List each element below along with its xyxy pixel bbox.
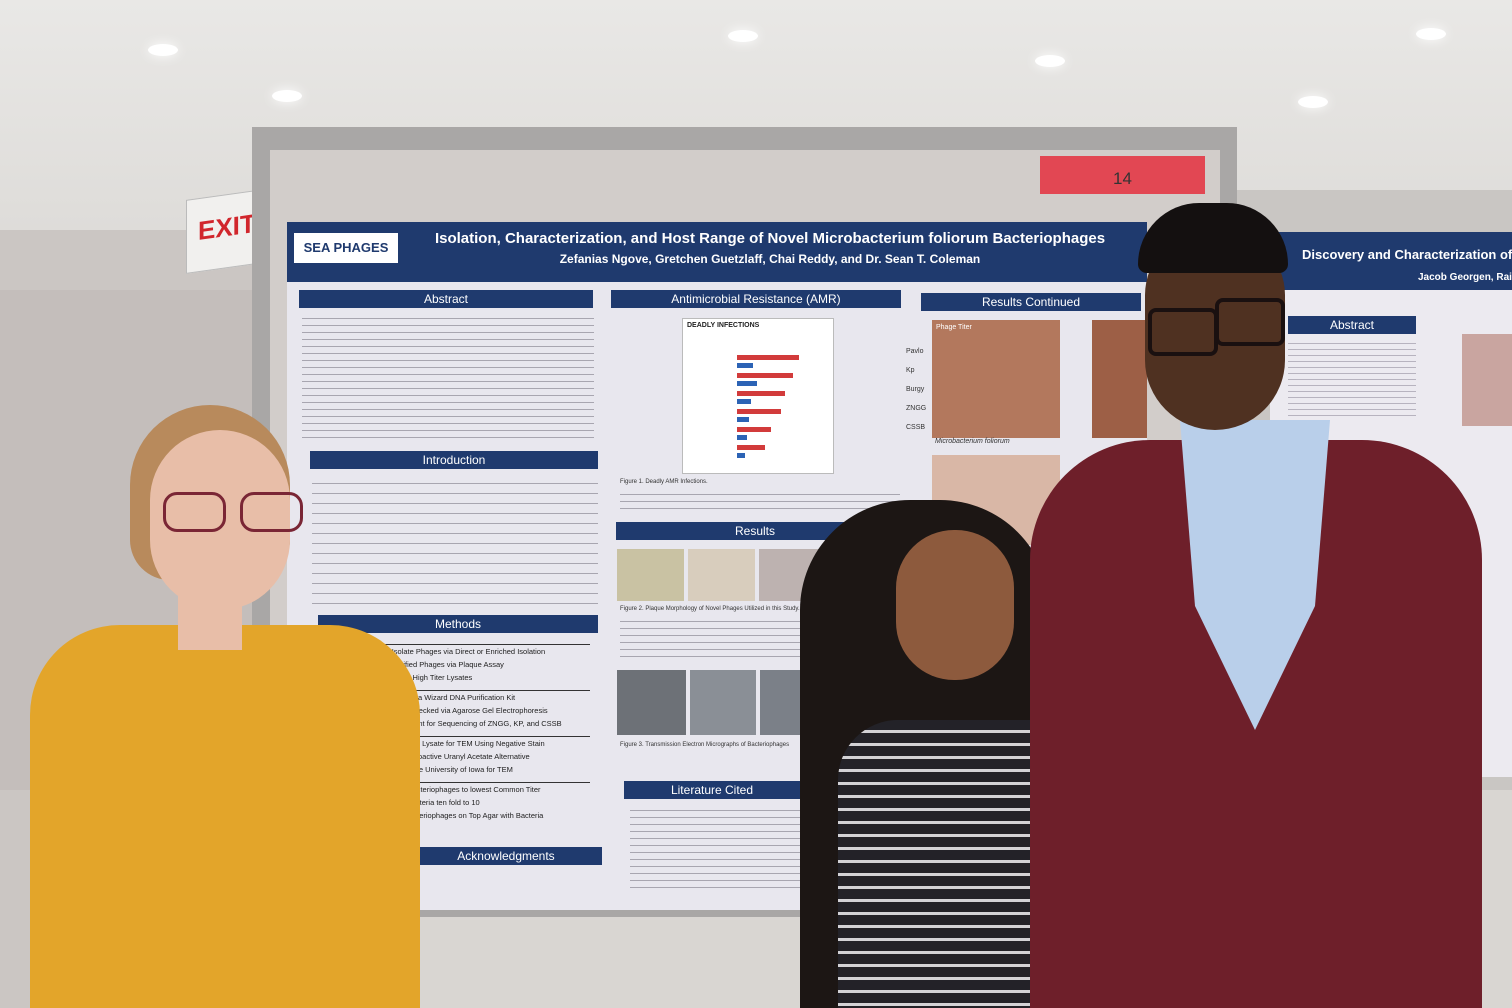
micro-caption: Microbacterium foliorum [935, 438, 1010, 445]
board-number-tag: 14 [1040, 156, 1205, 194]
plaque-image-a [617, 549, 684, 601]
poster-right-header [1270, 232, 1512, 290]
sea-phages-logo: SEA PHAGES [294, 233, 398, 263]
amr-bar [737, 427, 771, 432]
abstract-text [302, 312, 594, 444]
plaque-image-b [688, 549, 755, 601]
section-acknowledgments: Acknowledgments [410, 847, 602, 865]
section-methods: Methods [318, 615, 598, 633]
tem-image-a [617, 670, 686, 735]
amr-bar [737, 435, 747, 440]
poster-right-authors: Jacob Georgen, Rainy [1418, 272, 1512, 283]
person-left-sweater [30, 625, 420, 1008]
poster-header [287, 222, 1147, 282]
glasses-icon [1148, 308, 1218, 356]
figure2-caption: Figure 2. Plaque Morphology of Novel Pha… [620, 606, 800, 612]
amr-bar [737, 363, 753, 368]
amr-bar [737, 381, 757, 386]
person-right-hair [1138, 203, 1288, 273]
section-results: Results [616, 522, 894, 540]
amr-bar [737, 417, 749, 422]
person-middle-face [896, 530, 1014, 680]
phage-row-label: CSSB [906, 424, 926, 431]
amr-bar [737, 445, 765, 450]
figure3-caption: Figure 3. Transmission Electron Microgra… [620, 742, 790, 748]
phage-row-label: Kp [906, 367, 915, 374]
poster-title: Isolation, Characterization, and Host Ra… [434, 230, 1106, 247]
amr-bar [737, 373, 793, 378]
section-abstract: Abstract [299, 290, 593, 308]
phage-titer-label: Phage Titer [936, 324, 972, 331]
section-literature: Literature Cited [624, 781, 800, 799]
ceiling-light [1416, 28, 1446, 40]
methods-list: • Isolate Phages via Direct or Enriched … [380, 638, 590, 822]
glasses-icon [163, 492, 226, 532]
amr-bar [737, 453, 745, 458]
glasses-icon [240, 492, 303, 532]
poster-right-text [1288, 338, 1416, 418]
amr-bar [737, 399, 751, 404]
section-introduction: Introduction [310, 451, 598, 469]
tem-image-b [690, 670, 756, 735]
phage-row-label: ZNGG [906, 405, 927, 412]
section-results-continued: Results Continued [921, 293, 1141, 311]
literature-text [630, 804, 800, 894]
glasses-icon [1215, 298, 1285, 346]
phage-row-label: Pavlo [906, 348, 924, 355]
ceiling-light [1035, 55, 1065, 67]
amr-bar [737, 355, 799, 360]
phage-titer-plate-a: Phage Titer [932, 320, 1060, 438]
ceiling-light [148, 44, 178, 56]
ceiling-light [1298, 96, 1328, 108]
methods-item: • Isolate Phages via Direct or Enriched … [380, 644, 590, 658]
introduction-text [312, 474, 598, 608]
poster-right-title: Discovery and Characterization of [1302, 247, 1512, 262]
section-amr: Antimicrobial Resistance (AMR) [611, 290, 901, 308]
amr-chart-title: DEADLY INFECTIONS [687, 322, 760, 329]
poster-right-figure [1462, 334, 1512, 426]
figure1-caption: Figure 1. Deadly AMR Infections. [620, 479, 708, 485]
ceiling-light [728, 30, 758, 42]
phage-row-label: Burgy [906, 386, 925, 393]
phage-row-labels: Pavlo Kp Burgy ZNGG CSSB [906, 342, 932, 437]
methods-item: • Purified Phages via Plaque Assay [380, 658, 590, 671]
phage-titer-plate-b [1092, 320, 1147, 438]
amr-chart-figure: DEADLY INFECTIONS [682, 318, 834, 474]
poster-authors: Zefanias Ngove, Gretchen Guetzlaff, Chai… [559, 252, 981, 266]
poster-right-section: Abstract [1288, 316, 1416, 334]
figure1-text [620, 488, 900, 510]
amr-bar [737, 391, 785, 396]
ceiling-light [272, 90, 302, 102]
amr-bar [737, 409, 781, 414]
